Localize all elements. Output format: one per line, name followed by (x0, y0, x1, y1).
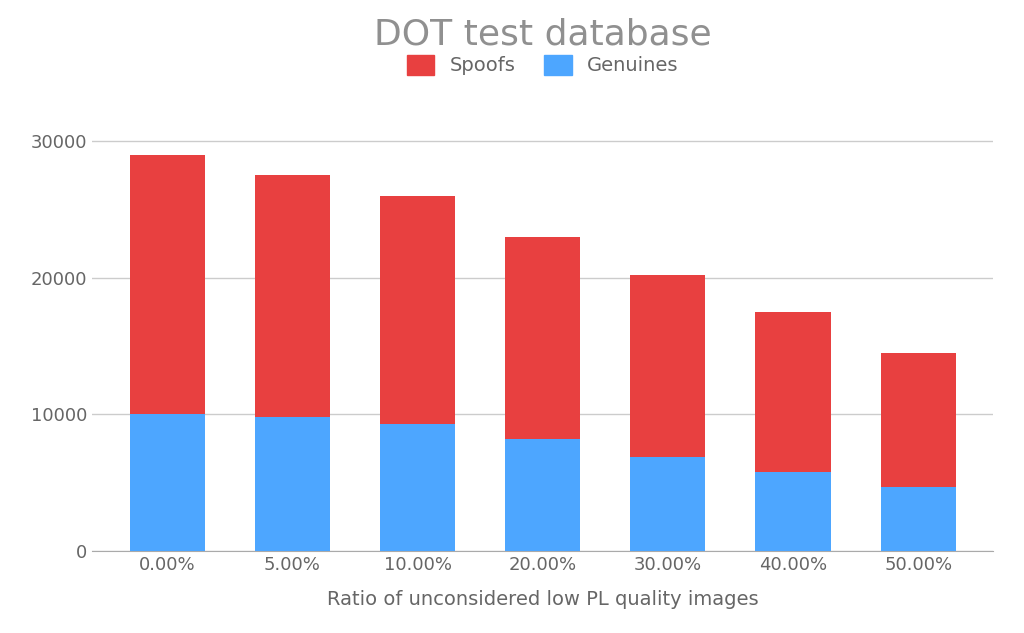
Bar (255, 175, 330, 417)
X-axis label: Ratio of unconsidered low PL quality images: Ratio of unconsidered low PL quality ima… (327, 590, 759, 609)
Bar (505, 237, 581, 439)
Bar (130, 414, 205, 551)
Bar (631, 456, 706, 551)
Bar (380, 423, 455, 551)
Bar (756, 472, 830, 551)
Bar (631, 275, 706, 456)
Bar (505, 439, 581, 551)
Legend: Spoofs, Genuines: Spoofs, Genuines (397, 45, 688, 85)
Title: DOT test database: DOT test database (374, 18, 712, 51)
Bar (255, 417, 330, 551)
Bar (881, 353, 955, 487)
Bar (130, 155, 205, 414)
Bar (380, 196, 455, 423)
Bar (881, 487, 955, 551)
Bar (756, 312, 830, 472)
